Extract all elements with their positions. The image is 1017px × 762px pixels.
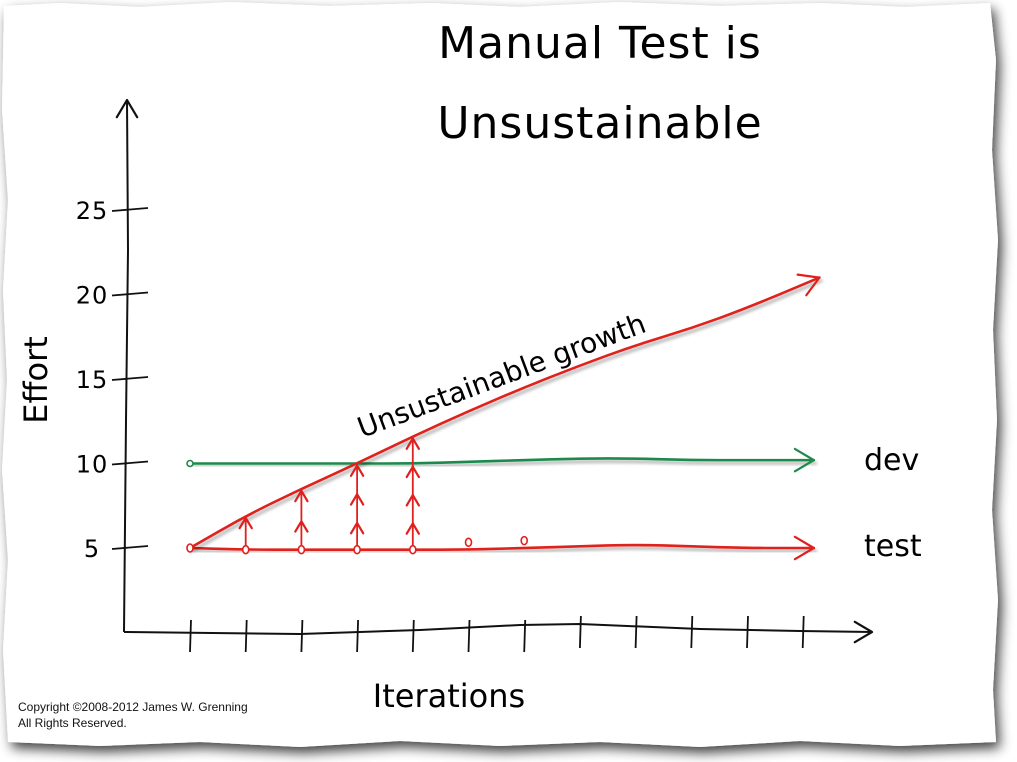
- series-line-unsustainable-growth: [188, 276, 821, 550]
- increment-arrowhead: [294, 520, 309, 533]
- test-marker: [297, 544, 306, 555]
- test-marker: [186, 543, 194, 553]
- increment-arrowhead: [405, 465, 421, 479]
- paper-sheet: [2, 2, 998, 747]
- x-tick-mark: [356, 619, 359, 653]
- series-line-dev-arrow: [793, 447, 815, 473]
- x-tick-mark: [634, 615, 638, 649]
- series-line-unsustainable-growth-arrow: [796, 273, 821, 297]
- x-axis-label: Iterations: [373, 677, 525, 715]
- chart-title: Manual Test is Unsustainable: [437, 18, 762, 149]
- x-tick-mark: [244, 619, 248, 653]
- y-tick-label: 5: [84, 535, 100, 563]
- y-axis-ticks: 5 10 15 20 25: [76, 197, 149, 563]
- copyright-notice: Copyright ©2008-2012 James W. Grenning A…: [18, 699, 248, 731]
- x-axis-arrow: [853, 620, 874, 644]
- increment-arrowhead: [238, 516, 253, 530]
- annotation-unsustainable-growth: Unsustainable growth: [353, 307, 650, 445]
- increment-arrowhead: [405, 522, 421, 535]
- x-tick-mark: [300, 619, 304, 653]
- x-tick-mark: [746, 615, 749, 649]
- y-axis-label: Effort: [17, 336, 55, 424]
- y-tick-mark: [111, 291, 149, 297]
- series-group: [186, 273, 821, 561]
- increment-arrowhead: [349, 493, 365, 506]
- y-tick-mark: [111, 545, 149, 550]
- test-marker: [520, 535, 529, 546]
- copyright-line-2: All Rights Reserved.: [18, 716, 127, 730]
- y-tick-mark: [111, 207, 149, 212]
- series-line-test: [188, 543, 816, 551]
- x-tick-mark: [801, 615, 805, 649]
- test-marker: [241, 544, 250, 555]
- increment-arrowhead: [294, 489, 309, 503]
- x-tick-mark: [411, 619, 415, 653]
- growth-increments: [238, 436, 421, 550]
- increment-arrowhead: [405, 493, 421, 507]
- axes: [115, 98, 874, 644]
- copyright-line-1: Copyright ©2008-2012 James W. Grenning: [18, 700, 248, 714]
- title-line-2: Unsustainable: [437, 98, 762, 149]
- test-markers: [186, 535, 529, 555]
- dev-start-marker: [186, 459, 194, 468]
- title-line-1: Manual Test is: [438, 18, 762, 69]
- x-tick-mark: [467, 619, 471, 653]
- test-marker: [464, 537, 473, 548]
- y-tick-mark: [111, 376, 149, 381]
- y-tick-label: 20: [76, 282, 109, 310]
- increment-arrowhead: [405, 437, 421, 450]
- series-line-dev: [188, 457, 816, 465]
- increment-arrowhead: [349, 464, 365, 477]
- y-tick-mark: [111, 460, 149, 466]
- y-tick-label: 10: [76, 451, 109, 479]
- y-tick-label: 15: [76, 366, 109, 394]
- x-tick-mark: [189, 619, 192, 653]
- y-axis-arrow: [115, 98, 139, 119]
- increment-arrowhead: [349, 521, 365, 535]
- x-axis-line: [123, 622, 873, 636]
- y-tick-label: 25: [76, 197, 109, 225]
- series-line-test-arrow: [793, 535, 815, 561]
- x-axis-ticks: [189, 615, 805, 653]
- y-axis-line: [123, 99, 130, 633]
- series-label-test: test: [864, 529, 922, 564]
- test-marker: [353, 544, 361, 555]
- series-label-dev: dev: [864, 443, 919, 478]
- x-tick-mark: [523, 619, 527, 653]
- x-tick-mark: [690, 615, 694, 649]
- test-marker: [408, 544, 417, 555]
- x-tick-mark: [579, 615, 582, 649]
